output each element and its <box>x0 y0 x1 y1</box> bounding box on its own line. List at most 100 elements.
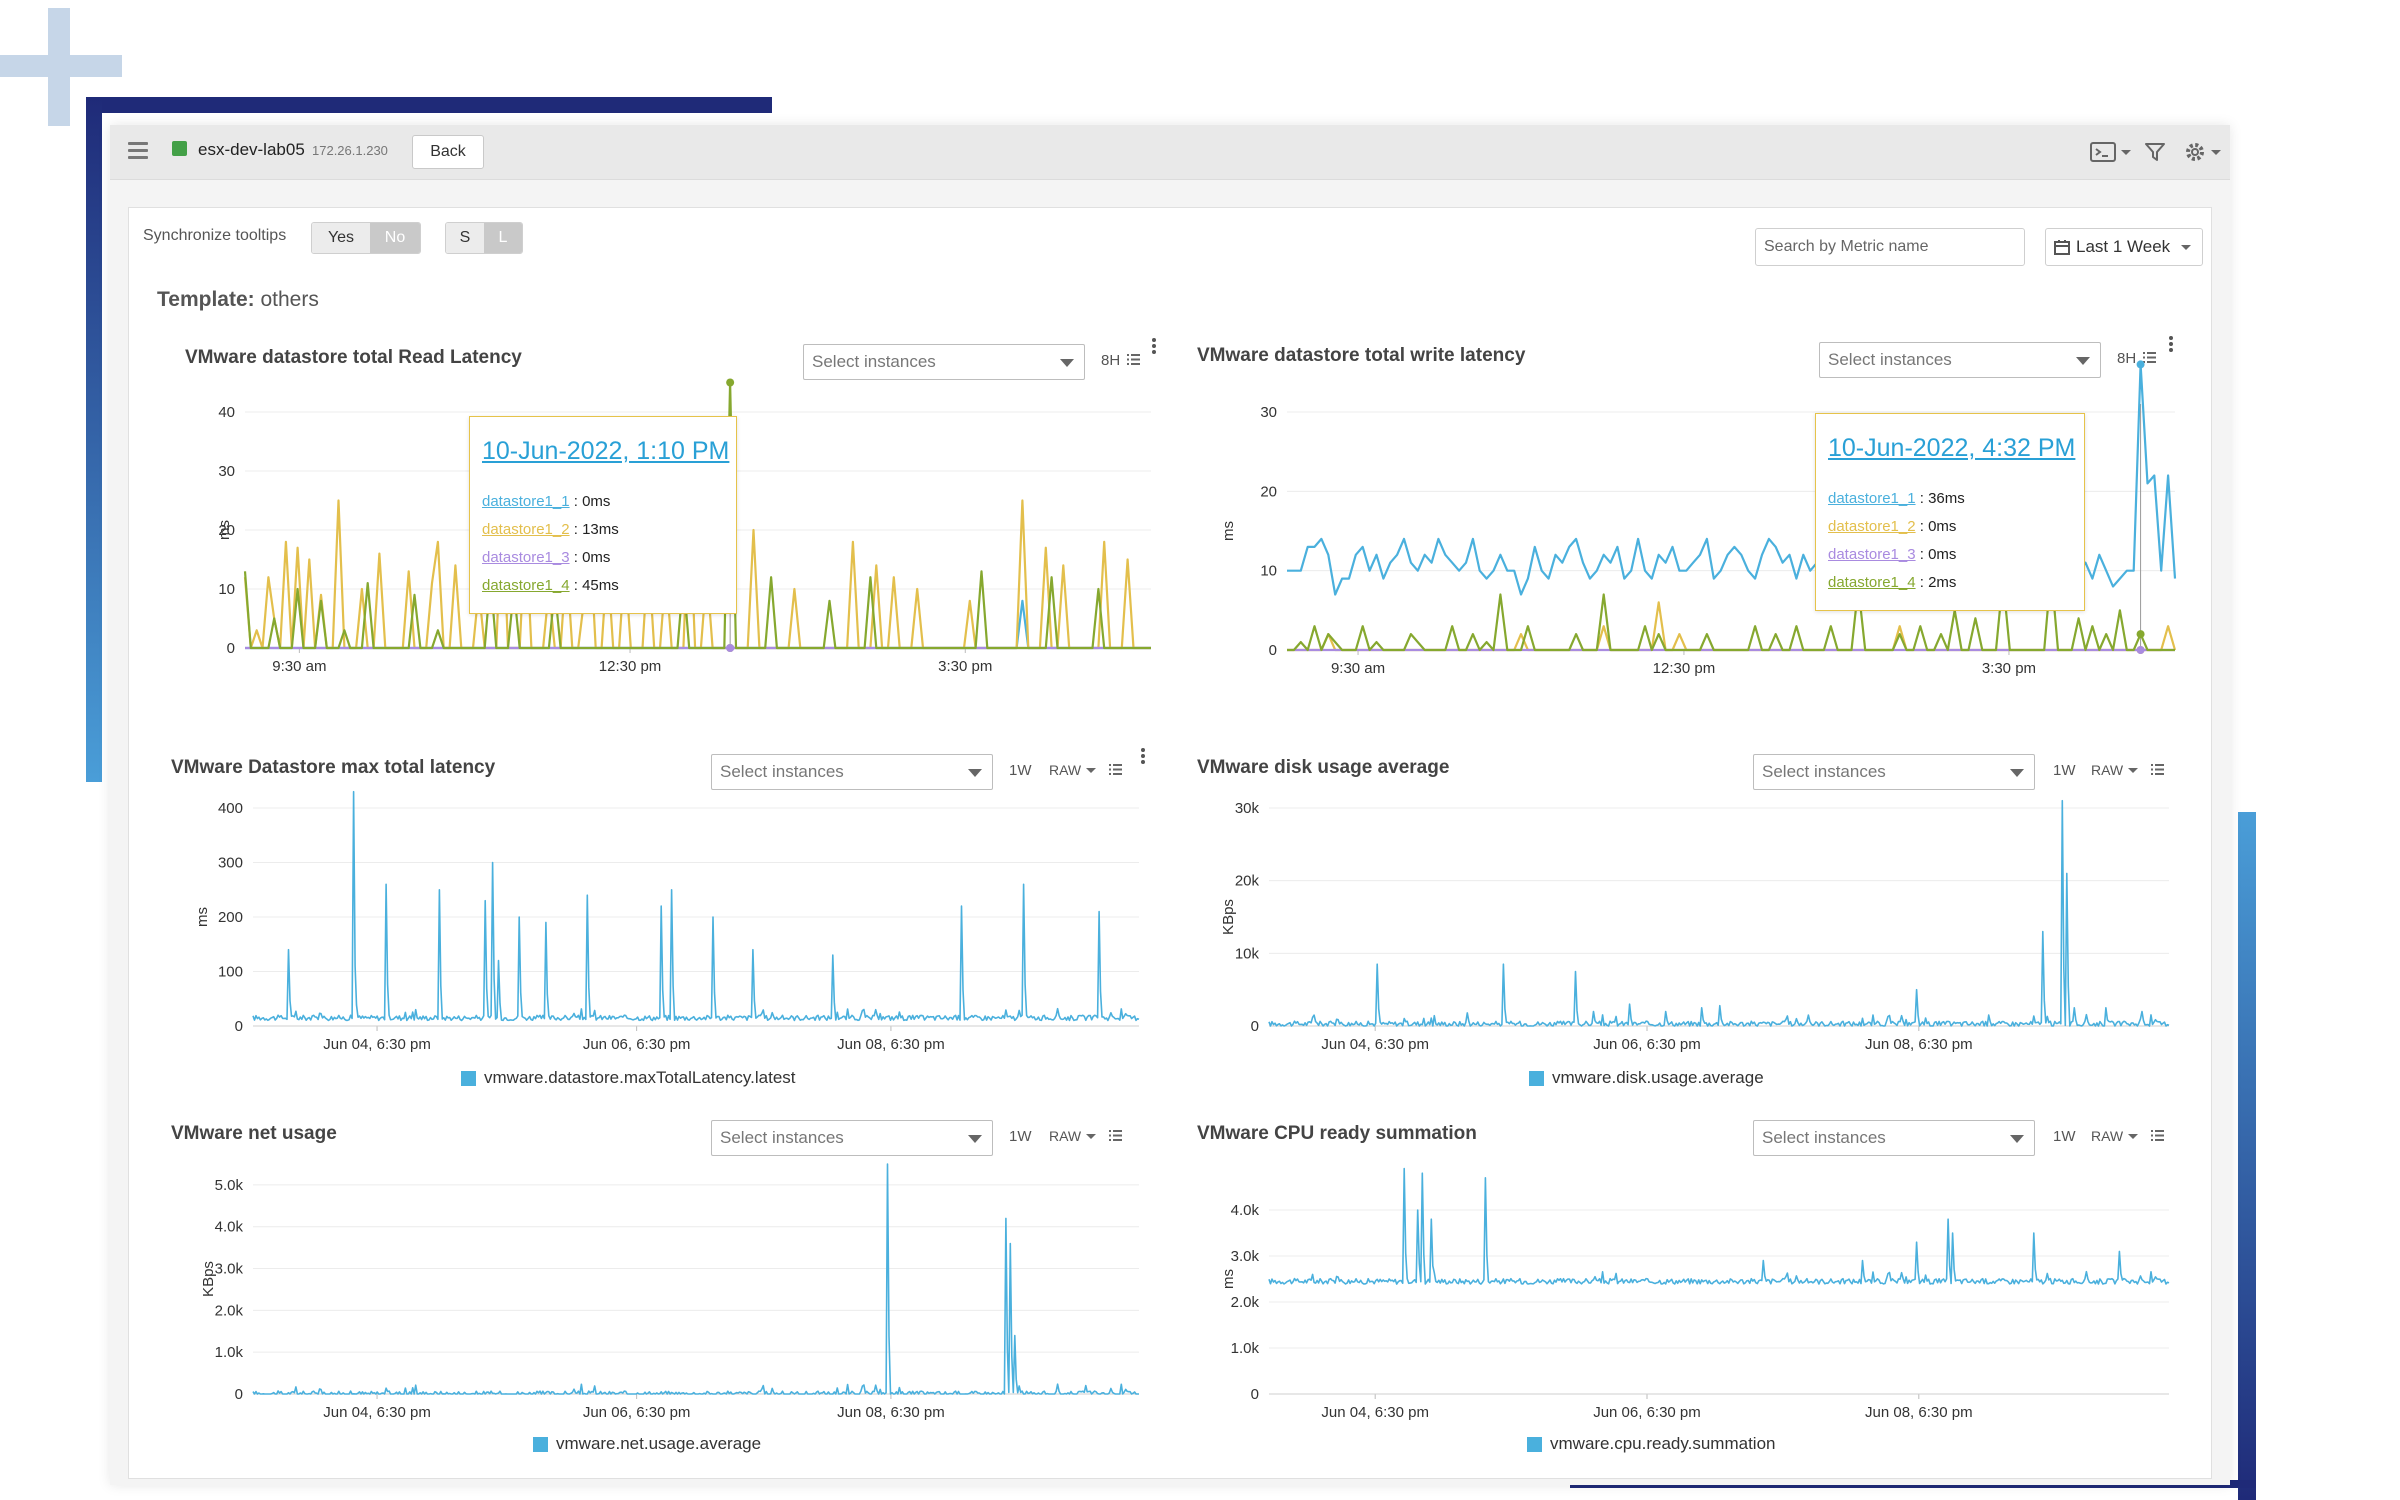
x-tick-label: Jun 08, 6:30 pm <box>837 1036 945 1053</box>
x-tick-label: 9:30 am <box>1331 660 1385 677</box>
tooltip-series-value: 2ms <box>1928 574 1957 591</box>
host-ip: 172.26.1.230 <box>312 143 388 158</box>
time-range-toggle[interactable]: 1W <box>1009 762 1032 779</box>
chart-title: VMware disk usage average <box>1197 757 1450 778</box>
time-range-toggle[interactable]: 1W <box>2053 762 2076 779</box>
decor-frame-right-bar <box>2238 812 2256 1500</box>
time-range-toggle[interactable]: 8H <box>2117 350 2137 367</box>
list-view-button[interactable] <box>1109 1130 1122 1141</box>
series-marker <box>726 378 735 387</box>
decor-cross-horizontal <box>0 55 122 77</box>
filter-button[interactable] <box>2144 139 2166 165</box>
x-tick-label: Jun 08, 6:30 pm <box>1865 1036 1973 1053</box>
tooltip-series-name: datastore1_3 <box>1828 546 1916 563</box>
sync-no-button[interactable]: No <box>370 223 420 253</box>
y-tick-label: 1.0k <box>215 1344 244 1361</box>
settings-menu-button[interactable] <box>2184 139 2221 165</box>
y-tick-label: 0 <box>235 1386 243 1403</box>
aggregation-dropdown[interactable]: RAW <box>1049 762 1097 778</box>
list-icon <box>2151 764 2164 775</box>
tooltip-series-value: 0ms <box>582 493 611 510</box>
host-name: esx-dev-lab05 <box>198 140 305 159</box>
list-view-button[interactable] <box>1109 764 1122 775</box>
tooltip-series-value: 0ms <box>1928 546 1957 563</box>
x-tick-label: 12:30 pm <box>599 658 662 675</box>
terminal-menu-button[interactable] <box>2090 139 2131 165</box>
select-instances-dropdown[interactable]: Select instances <box>803 344 1085 380</box>
aggregation-label: RAW <box>1049 1128 1082 1144</box>
x-tick-label: Jun 04, 6:30 pm <box>323 1404 431 1421</box>
select-instances-dropdown[interactable]: Select instances <box>711 1120 993 1156</box>
tooltip-row: datastore1_2 : 0ms <box>1828 518 1957 535</box>
tooltip-series-name: datastore1_4 <box>482 577 570 594</box>
chart-tooltip: 10-Jun-2022, 4:32 PM datastore1_1 : 36ms… <box>1815 413 2085 611</box>
chevron-down-icon <box>2211 149 2221 155</box>
chart-legend: vmware.datastore.maxTotalLatency.latest <box>461 1068 796 1088</box>
list-view-button[interactable] <box>2151 764 2164 775</box>
y-tick-label: 40 <box>218 404 235 421</box>
template-label: Template: <box>157 288 255 311</box>
decor-frame-top-bar <box>86 97 772 113</box>
select-instances-dropdown[interactable]: Select instances <box>1819 342 2101 378</box>
y-tick-label: 30 <box>1260 404 1277 421</box>
y-axis-label: ms <box>216 520 233 540</box>
y-tick-label: 2.0k <box>215 1302 244 1319</box>
time-range-toggle[interactable]: 1W <box>2053 1128 2076 1145</box>
decor-frame-left-bar <box>86 97 102 782</box>
select-instances-dropdown[interactable]: Select instances <box>1753 754 2035 790</box>
chart-card-disk-usage: VMware disk usage average Select instanc… <box>1169 738 2183 1094</box>
aggregation-dropdown[interactable]: RAW <box>1049 1128 1097 1144</box>
host-status-indicator <box>172 141 187 156</box>
legend-swatch <box>533 1436 548 1452</box>
x-tick-label: Jun 06, 6:30 pm <box>1593 1036 1701 1053</box>
size-l-button[interactable]: L <box>484 223 522 253</box>
aggregation-dropdown[interactable]: RAW <box>2091 1128 2139 1144</box>
legend-swatch <box>461 1070 476 1086</box>
aggregation-label: RAW <box>1049 762 1082 778</box>
app-window: esx-dev-lab05 172.26.1.230 Back Synchron… <box>110 125 2230 1485</box>
sync-yes-button[interactable]: Yes <box>312 223 370 253</box>
chart-plot: 0 10 20 30 40 ms 9:30 am 12:30 pm 3:30 pm <box>216 378 1151 675</box>
chart-title: VMware datastore total write latency <box>1197 345 1526 366</box>
series-line-vmware.cpu.ready.summation <box>1268 1167 2170 1285</box>
size-s-button[interactable]: S <box>446 223 484 253</box>
chevron-down-icon <box>2128 767 2139 773</box>
back-button[interactable]: Back <box>412 135 484 169</box>
chevron-down-icon <box>2076 357 2090 365</box>
series-marker <box>2136 646 2145 654</box>
aggregation-dropdown[interactable]: RAW <box>2091 762 2139 778</box>
y-tick-label: 10 <box>218 581 235 598</box>
time-range-dropdown[interactable]: Last 1 Week <box>2045 228 2203 266</box>
chart-title: VMware datastore total Read Latency <box>185 347 522 368</box>
x-tick-label: Jun 08, 6:30 pm <box>837 1404 945 1421</box>
list-view-button[interactable] <box>2151 1130 2164 1141</box>
y-tick-label: 20k <box>1235 873 1260 890</box>
y-tick-label: 20 <box>218 522 235 539</box>
list-view-button[interactable] <box>2143 352 2156 363</box>
more-options-icon[interactable] <box>1141 748 1147 766</box>
select-instances-dropdown[interactable]: Select instances <box>1753 1120 2035 1156</box>
time-range-toggle[interactable]: 1W <box>1009 1128 1032 1145</box>
dashboard-panel: Synchronize tooltips Yes No S L Last 1 W… <box>128 207 2212 1479</box>
select-instances-dropdown[interactable]: Select instances <box>711 754 993 790</box>
legend-swatch <box>1527 1436 1542 1452</box>
chart-card-read-latency: VMware datastore total Read Latency Sele… <box>155 326 1161 730</box>
select-instances-placeholder: Select instances <box>720 762 844 781</box>
y-tick-label: 3.0k <box>1231 1248 1260 1265</box>
list-icon <box>1109 764 1122 775</box>
more-options-icon[interactable] <box>1152 338 1158 356</box>
y-tick-label: 5.0k <box>215 1177 244 1194</box>
aggregation-label: RAW <box>2091 1128 2124 1144</box>
chart-card-net-usage: VMware net usage Select instances 1W RAW… <box>143 1104 1155 1474</box>
time-range-toggle[interactable]: 8H <box>1101 352 1121 369</box>
select-instances-placeholder: Select instances <box>1828 350 1952 369</box>
list-view-button[interactable] <box>1127 354 1140 365</box>
more-options-icon[interactable] <box>2169 336 2175 354</box>
metric-search-input[interactable] <box>1755 228 2025 266</box>
menu-icon[interactable] <box>128 142 148 159</box>
sync-tooltips-label: Synchronize tooltips <box>143 227 287 244</box>
legend-swatch <box>1529 1070 1544 1086</box>
chevron-down-icon <box>968 1135 982 1143</box>
series-line-datastore1_4 <box>1287 569 2175 652</box>
series-line-vmware.net.usage.average <box>252 1163 1139 1395</box>
